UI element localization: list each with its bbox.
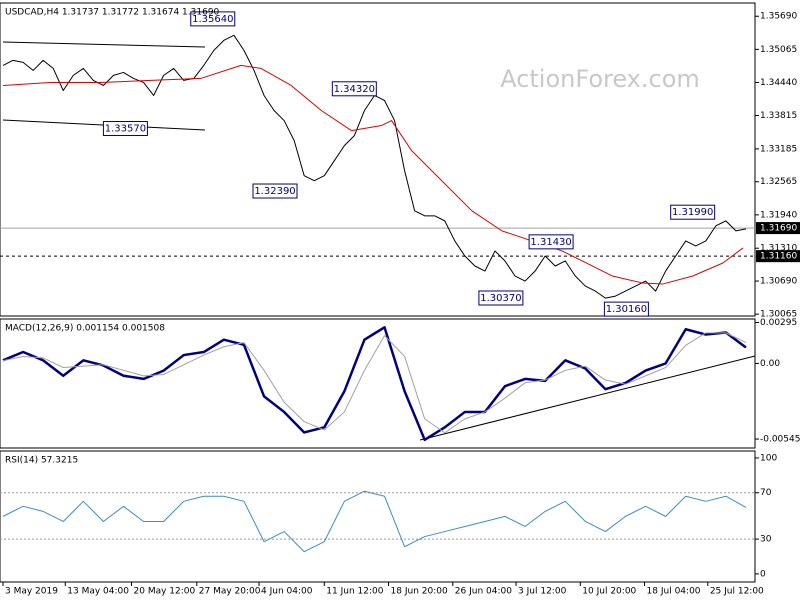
y-tick-label: 1.35690 [760,12,797,22]
annotation-box [478,290,524,306]
y-tick-label: 0.00 [760,359,780,369]
y-tick-label: 1.33815 [760,111,797,121]
annotation-box [603,301,649,317]
price-label: 1.31690 [760,224,797,234]
x-tick-label: 3 May 2019 [5,587,58,597]
y-tick-label: 1.31310 [760,244,797,254]
y-tick-label: 1.31940 [760,210,797,220]
x-tick-label: 27 May 20:00 [199,587,261,597]
y-tick-label: 70 [760,488,772,498]
y-tick-label: 1.30690 [760,277,797,287]
annotation-box [528,234,574,250]
annotation-label: 1.31430 [530,237,571,248]
annotation-label: 1.30160 [606,304,647,315]
panel [0,2,756,317]
annotation-label: 1.34320 [334,84,375,95]
series-line [2,332,747,434]
panel-title: RSI(14) 57.3215 [5,456,78,466]
panel [0,318,756,449]
price-label: 1.31160 [760,252,797,262]
y-tick-label: 30 [760,535,772,545]
y-tick-label: 1.34440 [760,78,797,88]
price-label-box [756,222,800,235]
channel-line [2,41,206,48]
x-tick-label: 20 May 12:00 [134,587,196,597]
y-tick-label: -0.005455 [760,435,800,445]
x-tick-label: 10 Jul 20:00 [582,587,636,597]
trend-line [419,355,756,441]
series-line [2,490,747,553]
annotation-box [252,183,298,199]
annotation-box [331,81,377,97]
panel [0,450,756,583]
y-tick-label: 1.33185 [760,144,797,154]
y-tick-label: 100 [760,453,777,463]
y-tick-label: 0.00295 [760,318,797,328]
annotation-label: 1.35640 [192,14,233,25]
y-tick-label: 0 [760,569,766,579]
series-line [2,64,744,285]
x-tick-label: 25 Jul 12:00 [710,587,764,597]
watermark: ActionForex.com [500,65,700,93]
x-tick-label: 4 Jun 04:00 [261,587,313,597]
x-tick-label: 18 Jul 04:00 [647,587,701,597]
y-tick-label: 1.30065 [760,310,797,320]
x-tick-label: 11 Jun 12:00 [326,587,383,597]
annotation-label: 1.32390 [254,186,295,197]
panel-title: MACD(12,26,9) 0.001154 0.001508 [5,324,165,334]
annotation-label: 1.30370 [480,293,521,304]
panel-title: USDCAD,H4 1.31737 1.31772 1.31674 1.3169… [5,8,220,18]
annotation-box [102,121,148,137]
x-tick-label: 13 May 04:00 [67,587,129,597]
annotation-box [190,11,236,27]
x-tick-label: 18 Jun 20:00 [391,587,448,597]
annotation-label: 1.31990 [672,207,713,218]
annotation-box [670,204,716,220]
y-tick-label: 1.35065 [760,45,797,55]
y-tick-label: 1.32565 [760,177,797,187]
x-tick-label: 3 Jul 12:00 [518,587,567,597]
price-label-box [756,250,800,263]
annotation-label: 1.33570 [105,124,146,135]
x-tick-label: 26 Jun 04:00 [455,587,512,597]
